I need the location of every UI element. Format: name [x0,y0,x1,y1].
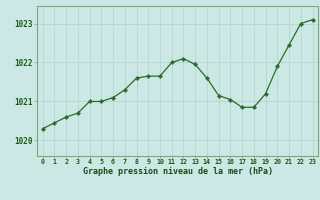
X-axis label: Graphe pression niveau de la mer (hPa): Graphe pression niveau de la mer (hPa) [83,167,273,176]
